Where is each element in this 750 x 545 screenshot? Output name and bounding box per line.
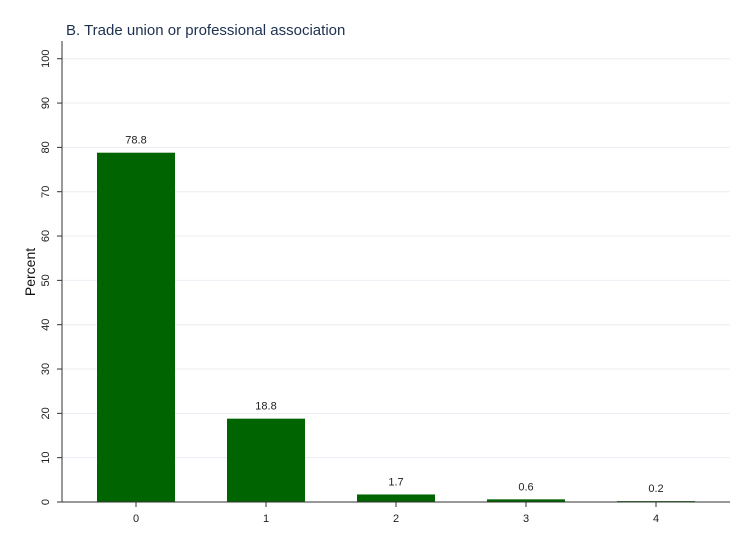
y-tick-label: 0 bbox=[40, 499, 52, 505]
bar bbox=[227, 418, 305, 502]
y-tick-label: 100 bbox=[40, 50, 52, 68]
bar bbox=[487, 499, 565, 502]
x-tick-label: 1 bbox=[263, 513, 269, 525]
y-tick-label: 40 bbox=[40, 319, 52, 331]
x-tick-label: 4 bbox=[653, 513, 659, 525]
x-tick-label: 3 bbox=[523, 513, 529, 525]
value-label: 18.8 bbox=[255, 401, 276, 413]
y-tick-label: 50 bbox=[40, 274, 52, 286]
value-label: 78.8 bbox=[125, 135, 146, 147]
y-tick-label: 80 bbox=[40, 141, 52, 153]
y-tick-label: 10 bbox=[40, 452, 52, 464]
bar bbox=[357, 494, 435, 502]
value-label: 1.7 bbox=[388, 476, 403, 488]
y-tick-label: 90 bbox=[40, 97, 52, 109]
y-tick-label: 20 bbox=[40, 407, 52, 419]
bar bbox=[97, 152, 175, 502]
y-tick-label: 60 bbox=[40, 230, 52, 242]
y-axis-label: Percent bbox=[22, 248, 38, 296]
value-label: 0.6 bbox=[518, 481, 533, 493]
chart-title: B. Trade union or professional associati… bbox=[66, 22, 345, 39]
y-tick-label: 70 bbox=[40, 186, 52, 198]
y-tick-label: 30 bbox=[40, 363, 52, 375]
value-label: 0.2 bbox=[648, 483, 663, 495]
x-tick-label: 2 bbox=[393, 513, 399, 525]
x-tick-label: 0 bbox=[133, 513, 139, 525]
